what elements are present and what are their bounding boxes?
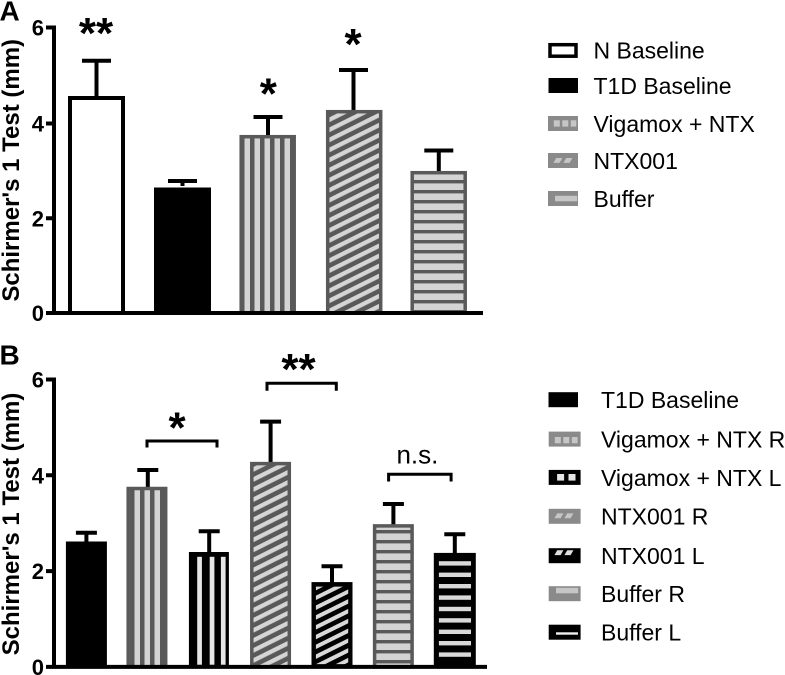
svg-text:B: B [0, 340, 20, 371]
svg-text:Vigamox + NTX: Vigamox + NTX [594, 111, 755, 137]
svg-text:6: 6 [32, 368, 44, 393]
svg-text:Schirmer's 1 Test (mm): Schirmer's 1 Test (mm) [0, 393, 25, 656]
svg-text:4: 4 [32, 463, 45, 488]
svg-text:Vigamox + NTX R: Vigamox + NTX R [601, 427, 785, 453]
svg-text:Vigamox + NTX L: Vigamox + NTX L [601, 465, 782, 491]
svg-text:Buffer R: Buffer R [601, 581, 685, 607]
svg-text:4: 4 [32, 112, 45, 137]
svg-text:2: 2 [32, 206, 44, 231]
svg-text:*: * [168, 404, 186, 453]
svg-text:T1D Baseline: T1D Baseline [594, 73, 732, 99]
svg-text:Buffer L: Buffer L [601, 620, 681, 646]
svg-text:0: 0 [32, 655, 44, 675]
svg-text:A: A [0, 0, 20, 27]
svg-text:*: * [260, 70, 278, 119]
svg-text:0: 0 [32, 301, 44, 326]
svg-text:NTX001 R: NTX001 R [601, 504, 708, 530]
svg-text:6: 6 [32, 16, 44, 41]
svg-text:2: 2 [32, 559, 44, 584]
svg-text:N Baseline: N Baseline [594, 38, 705, 64]
svg-text:Buffer: Buffer [594, 186, 655, 212]
svg-text:*: * [344, 20, 362, 69]
svg-text:NTX001 L: NTX001 L [601, 543, 705, 569]
svg-text:NTX001: NTX001 [594, 148, 678, 174]
svg-text:**: ** [281, 345, 316, 394]
svg-text:Schirmer's 1 Test (mm): Schirmer's 1 Test (mm) [0, 39, 25, 302]
svg-text:T1D Baseline: T1D Baseline [601, 387, 739, 413]
svg-text:n.s.: n.s. [396, 439, 438, 469]
svg-text:**: ** [79, 9, 114, 58]
